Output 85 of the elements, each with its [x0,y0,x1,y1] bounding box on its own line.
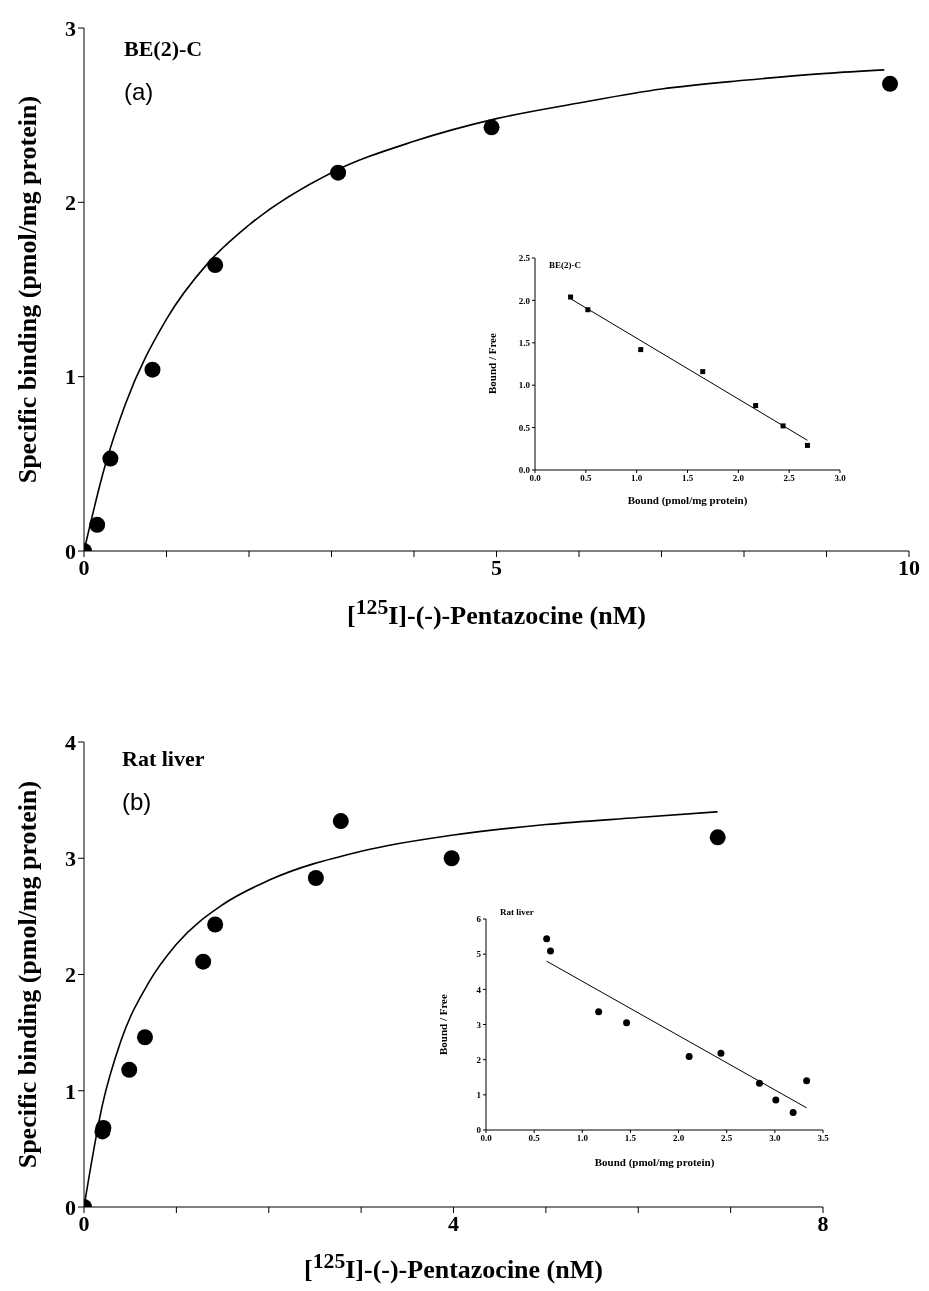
point [136,1029,153,1046]
point [717,1049,725,1057]
y-tick-label: 1.0 [518,380,531,391]
x-tick-label: 10 [898,554,920,580]
x-tick-label: 3.0 [769,1133,781,1144]
x-tick-label: 1.5 [624,1133,637,1144]
x-tick-label: 2.0 [672,1133,685,1144]
x-tick-label: 1.5 [681,473,694,484]
y-tick-label: 2.0 [518,295,531,306]
point [332,813,349,830]
chart-title: BE(2)-C [549,260,581,270]
y-tick-label: 0.5 [518,422,531,433]
point [195,953,212,970]
y-tick-label: 2 [65,190,76,216]
x-tick-label: 0.5 [580,473,592,484]
y-tick-label: 0 [65,1194,76,1220]
point [709,829,726,846]
y-tick-label: 4 [65,729,76,755]
x-tick-label: 3.5 [817,1133,830,1144]
x-axis-title: [$^{125}$I]-(-)-Pentazocine (nM) [346,595,647,631]
x-tick-label: 3.0 [834,473,847,484]
point [623,1019,631,1027]
x-axis-title: Bound (pmol/mg protein) [593,1156,716,1168]
point [638,347,644,353]
chart-title: Rat liver [122,746,205,772]
x-tick-label: 8 [817,1210,829,1236]
y-tick-label: 0.0 [518,465,531,476]
x-tick-label: 2.0 [732,473,745,484]
point [102,450,119,467]
point [443,850,460,867]
y-tick-label: 1.5 [518,337,531,348]
point [207,257,224,274]
point [780,423,786,429]
point [585,307,591,313]
point [685,1053,693,1060]
point [568,294,574,300]
point [207,916,224,933]
y-tick-label: 2 [65,962,76,988]
annotation: (a) [124,77,154,106]
y-tick-label: 4 [476,984,482,995]
point [882,75,899,92]
chart-title: Rat liver [500,907,534,917]
point [700,369,706,375]
x-tick-label: 1.0 [576,1133,589,1144]
point [121,1061,138,1078]
point [755,1079,763,1087]
point [543,935,551,943]
point [804,442,810,448]
point [144,361,161,378]
y-axis-title: Specific binding (pmol/mg protein) [11,94,43,486]
y-tick-label: 2.5 [518,253,531,264]
x-tick-label: 0.5 [528,1133,541,1144]
point [789,1108,797,1116]
y-axis-title: Bound / Free [486,332,500,397]
y-tick-label: 3 [65,846,76,872]
y-tick-label: 0 [476,1125,482,1136]
x-axis-title: Bound (pmol/mg protein) [626,494,749,506]
x-tick-label: 1.0 [631,473,643,484]
point [330,164,347,181]
y-axis-title: Bound / Free [437,993,451,1057]
y-tick-label: 5 [476,949,482,960]
point [595,1008,603,1016]
y-tick-label: 2 [476,1054,482,1065]
x-tick-label: 0.0 [529,473,542,484]
point [307,870,324,887]
chart-title: BE(2)-C [124,36,203,62]
x-axis-title: [$^{125}$I]-(-)-Pentazocine (nM) [303,1249,604,1285]
annotation: (b) [122,787,152,816]
y-tick-label: 1 [476,1090,482,1101]
y-tick-label: 1 [65,364,76,390]
point [772,1096,780,1104]
point [89,516,106,533]
x-tick-label: 4 [448,1210,459,1236]
point [547,947,555,955]
point [483,119,500,136]
point [753,403,759,409]
y-tick-label: 6 [476,914,482,925]
y-tick-label: 0 [65,538,76,564]
y-tick-label: 3 [476,1019,482,1030]
y-axis-title: Specific binding (pmol/mg protein) [11,779,43,1171]
y-tick-label: 3 [65,15,76,41]
point [803,1077,811,1085]
y-tick-label: 1 [65,1078,76,1104]
x-tick-label: 2.5 [721,1133,733,1144]
x-tick-label: 2.5 [783,473,796,484]
